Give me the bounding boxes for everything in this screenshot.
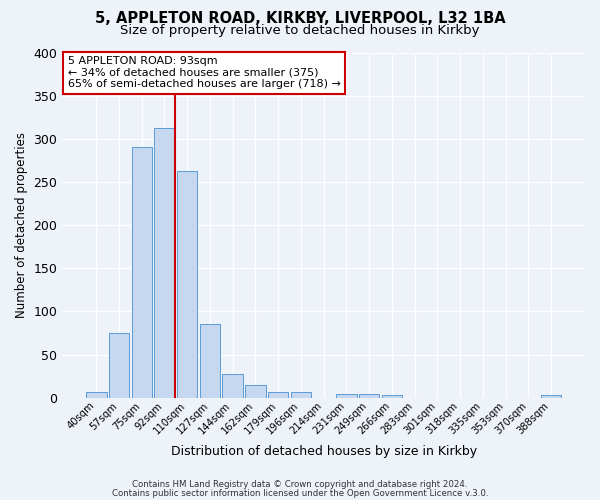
Bar (359, 394, 379, 398)
X-axis label: Distribution of detached houses by size in Kirkby: Distribution of detached houses by size … (170, 444, 477, 458)
Bar (382, 395, 402, 398)
Bar (223, 374, 243, 398)
Bar (268, 392, 289, 398)
Text: 5, APPLETON ROAD, KIRKBY, LIVERPOOL, L32 1BA: 5, APPLETON ROAD, KIRKBY, LIVERPOOL, L32… (95, 11, 505, 26)
Bar (541, 395, 561, 398)
Bar (154, 128, 175, 398)
Text: Contains public sector information licensed under the Open Government Licence v.: Contains public sector information licen… (112, 489, 488, 498)
Bar (131, 146, 152, 398)
Bar (109, 333, 129, 398)
Bar (290, 392, 311, 398)
Text: Contains HM Land Registry data © Crown copyright and database right 2024.: Contains HM Land Registry data © Crown c… (132, 480, 468, 489)
Bar (245, 385, 266, 398)
Text: 5 APPLETON ROAD: 93sqm
← 34% of detached houses are smaller (375)
65% of semi-de: 5 APPLETON ROAD: 93sqm ← 34% of detached… (68, 56, 340, 89)
Y-axis label: Number of detached properties: Number of detached properties (15, 132, 28, 318)
Bar (200, 324, 220, 398)
Bar (177, 171, 197, 398)
Bar (86, 392, 107, 398)
Text: Size of property relative to detached houses in Kirkby: Size of property relative to detached ho… (120, 24, 480, 37)
Bar (336, 394, 356, 398)
